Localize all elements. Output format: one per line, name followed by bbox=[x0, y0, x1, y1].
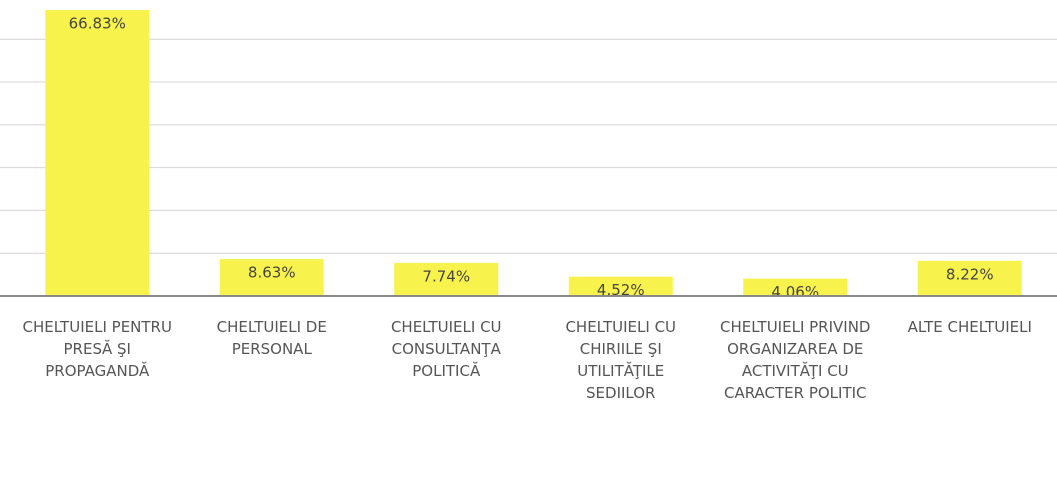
bar bbox=[743, 278, 848, 296]
data-label: 8.63% bbox=[248, 264, 296, 282]
data-label: 4.52% bbox=[597, 281, 645, 299]
bar bbox=[394, 262, 499, 296]
data-label: 7.74% bbox=[422, 267, 470, 285]
x-tick-label: CHELTUIELI PENTRU PRESĂ ŞI PROPAGANDĂ bbox=[22, 318, 172, 380]
bar bbox=[219, 259, 324, 296]
x-tick-label: ALTE CHELTUIELI bbox=[907, 318, 1032, 336]
bar bbox=[45, 10, 150, 297]
x-tick-label: CHELTUIELI PRIVIND ORGANIZAREA DE ACTIVI… bbox=[720, 318, 871, 402]
data-label: 66.83% bbox=[69, 15, 126, 33]
x-tick-label: CHELTUIELI CU CHIRIILE ŞI UTILITĂŢILE SE… bbox=[565, 318, 677, 402]
data-label: 4.06% bbox=[771, 283, 819, 301]
bar bbox=[568, 276, 673, 296]
bar bbox=[917, 260, 1022, 296]
x-tick-label: CHELTUIELI DE PERSONAL bbox=[216, 318, 327, 358]
data-label: 8.22% bbox=[946, 265, 994, 283]
x-tick-label: CHELTUIELI CU CONSULTANŢA POLITICĂ bbox=[390, 318, 502, 380]
